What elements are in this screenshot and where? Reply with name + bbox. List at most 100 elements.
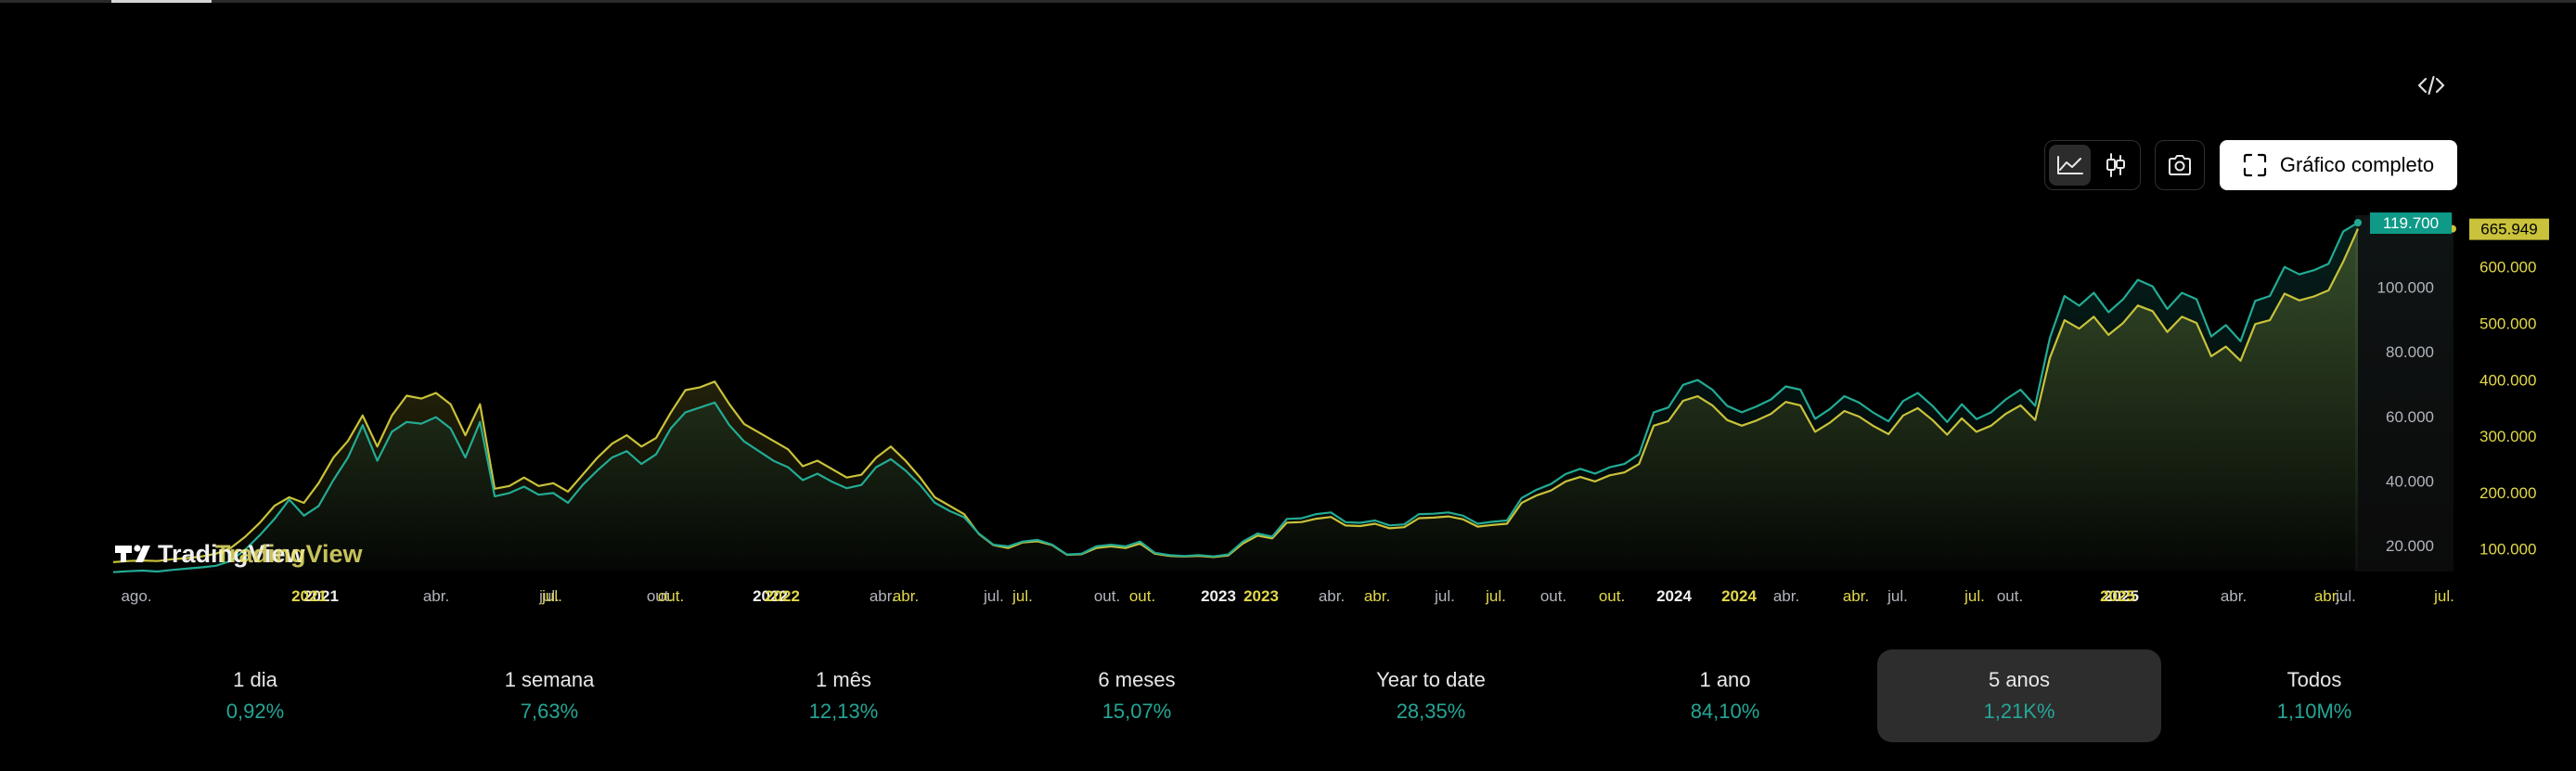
period-option[interactable]: 1 semana 7,63% <box>407 649 691 742</box>
left-axis-tick-label: 40.000 <box>2386 473 2434 491</box>
left-axis-tick-label: 80.000 <box>2386 343 2434 361</box>
area-chart-button[interactable] <box>2049 145 2091 186</box>
period-change-value: 12,13% <box>808 700 879 723</box>
period-change-value: 0,92% <box>225 700 285 723</box>
period-label: Year to date <box>1376 668 1486 691</box>
x-axis-tick-label-yellow: jul. <box>1011 587 1033 605</box>
x-axis-tick-label-yellow: 2021 <box>291 587 327 605</box>
x-axis-tick-label-teal: abr. <box>869 587 895 605</box>
x-axis-tick-label-teal: 2023 <box>1201 587 1236 605</box>
candlestick-chart-button[interactable] <box>2094 145 2136 186</box>
x-axis-tick-label-yellow: jul. <box>2433 587 2454 605</box>
x-axis-tick-label-teal: 2024 <box>1656 587 1692 605</box>
yellow-last-value-badge <box>2469 218 2549 240</box>
left-axis-tick-label: 100.000 <box>2377 279 2434 297</box>
candlestick-icon <box>2106 153 2125 177</box>
x-axis-tick-label-teal: jul. <box>1887 587 1908 605</box>
period-label: 5 anos <box>1988 668 2051 691</box>
x-axis-tick-label-yellow: 2024 <box>1721 587 1757 605</box>
camera-icon <box>2169 155 2191 175</box>
price-scale-background <box>2355 215 2454 572</box>
period-option[interactable]: 5 anos 1,21K% <box>1877 649 2161 742</box>
teal-last-value-label: 119.700 <box>2383 214 2439 232</box>
x-axis-tick-label-yellow: out. <box>1599 587 1625 605</box>
x-axis-tick-label-teal: out. <box>1997 587 2023 605</box>
period-label: 1 ano <box>1699 668 1751 691</box>
x-axis-tick-label-yellow: 2022 <box>765 587 800 605</box>
x-axis-tick-label-teal: jul. <box>1434 587 1455 605</box>
period-label: Todos <box>2286 668 2342 691</box>
tradingview-logo-icon <box>115 545 150 562</box>
period-option[interactable]: Todos 1,10M% <box>2172 649 2456 742</box>
series-teal-area <box>113 223 2358 572</box>
full-chart-label: Gráfico completo <box>2279 153 2435 176</box>
series-teal-last-point <box>2354 219 2362 227</box>
fullscreen-icon <box>2243 153 2266 177</box>
period-change-value: 1,10M% <box>2276 700 2352 723</box>
embed-code-button[interactable] <box>2411 67 2452 104</box>
x-axis-tick-label-teal: jul. <box>983 587 1004 605</box>
period-option[interactable]: Year to date 28,35% <box>1289 649 1573 742</box>
x-axis-tick-label-teal: 2021 <box>303 587 339 605</box>
top-divider <box>0 0 2576 3</box>
area-chart-icon <box>2056 156 2083 174</box>
right-axis-tick-label: 100.000 <box>2479 541 2536 559</box>
period-option[interactable]: 1 mês 12,13% <box>702 649 985 742</box>
period-label: 6 meses <box>1098 668 1176 691</box>
right-axis-tick-label: 200.000 <box>2479 484 2536 502</box>
yellow-last-value-label: 665.949 <box>2480 221 2537 238</box>
x-axis-tick-label-teal: out. <box>647 587 673 605</box>
right-axis-tick-label: 300.000 <box>2479 428 2536 445</box>
right-axis-tick-label: 600.000 <box>2479 259 2536 276</box>
x-axis-tick-label-teal: out. <box>1094 587 1120 605</box>
left-axis-tick-label: 20.000 <box>2386 537 2434 555</box>
x-axis-tick-label-teal: jul. <box>538 587 560 605</box>
x-axis-tick-label-teal: abr. <box>1773 587 1799 605</box>
x-axis-tick-label-yellow: out. <box>658 587 684 605</box>
active-tab-indicator <box>111 0 212 3</box>
full-chart-button[interactable]: Gráfico completo <box>2220 140 2457 190</box>
period-option[interactable]: 1 ano 84,10% <box>1583 649 1867 742</box>
x-axis-tick-label-teal: abr. <box>1319 587 1345 605</box>
x-axis-tick-label-teal: jul. <box>2335 587 2356 605</box>
x-axis-tick-label-yellow: out. <box>1129 587 1155 605</box>
tradingview-watermark: TradingView TradingView <box>115 540 364 568</box>
period-option[interactable]: 6 meses 15,07% <box>995 649 1279 742</box>
x-axis-tick-label-yellow: jul. <box>1964 587 1985 605</box>
chart-style-toggle <box>2044 140 2141 190</box>
period-label: 1 semana <box>504 668 595 691</box>
x-axis-tick-label-teal: 2025 <box>2104 587 2139 605</box>
x-axis-tick-label-yellow: abr. <box>1843 587 1869 605</box>
period-label: 1 mês <box>816 668 871 691</box>
code-icon <box>2417 75 2445 96</box>
screenshot-button[interactable] <box>2155 140 2205 190</box>
x-axis-tick-label-yellow: abr. <box>893 587 919 605</box>
watermark-text-overlay: TradingView <box>215 540 364 568</box>
watermark-text: TradingView <box>158 540 306 568</box>
right-axis-tick-label: 500.000 <box>2479 315 2536 333</box>
x-axis-tick-label-yellow: jul. <box>541 587 562 605</box>
period-change-value: 84,10% <box>1690 700 1760 723</box>
teal-last-value-badge <box>2370 212 2452 235</box>
x-axis-tick-label-yellow: 2023 <box>1243 587 1279 605</box>
period-label: 1 dia <box>233 668 277 691</box>
series-teal-line <box>112 222 2359 573</box>
x-axis-tick-label-yellow: jul. <box>1485 587 1506 605</box>
x-axis-tick-label-teal: ago. <box>121 587 151 605</box>
x-axis-tick-label-teal: out. <box>1540 587 1566 605</box>
x-axis-tick-label-teal: abr. <box>423 587 449 605</box>
left-axis-tick-label: 60.000 <box>2386 408 2434 426</box>
period-change-value: 1,21K% <box>1983 700 2055 723</box>
x-axis-tick-label-yellow: abr. <box>1364 587 1390 605</box>
x-axis-tick-label-teal: abr. <box>2221 587 2247 605</box>
period-change-value: 15,07% <box>1101 700 1172 723</box>
x-axis-tick-label-yellow: 2025 <box>2100 587 2135 605</box>
period-option[interactable]: 1 dia 0,92% <box>113 649 397 742</box>
period-selector: 1 dia 0,92% 1 semana 7,63% 1 mês 12,13% 6 mese… <box>0 649 2576 742</box>
right-axis-tick-label: 400.000 <box>2479 371 2536 389</box>
x-axis-tick-label-yellow: abr. <box>2314 587 2340 605</box>
series-yellow-line <box>112 228 2360 563</box>
price-comparison-chart[interactable]: 20.000 40.000 60.000 80.000 100.000 100.000 2… <box>0 0 2576 631</box>
period-change-value: 7,63% <box>520 700 579 723</box>
period-change-value: 28,35% <box>1396 700 1466 723</box>
